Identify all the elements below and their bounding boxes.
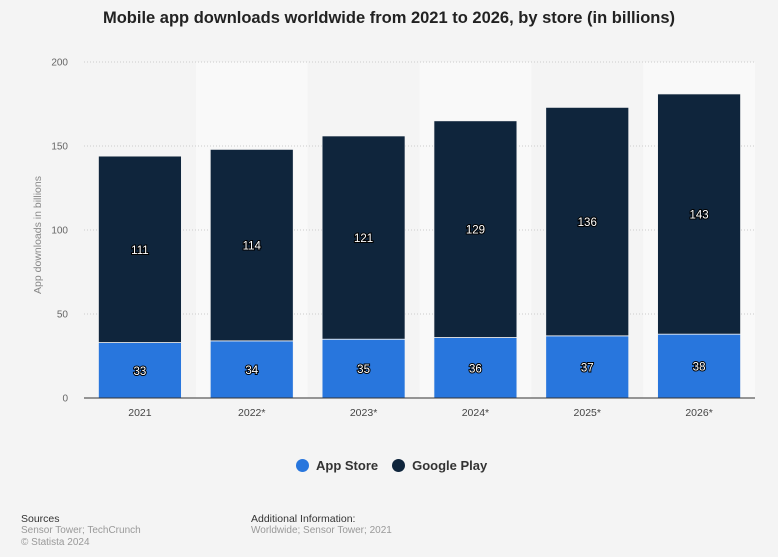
data-label: 38 xyxy=(693,362,706,374)
bar-segment xyxy=(98,342,182,399)
sources-heading: Sources xyxy=(21,513,60,525)
bar-segment xyxy=(433,120,518,338)
x-tick-label: 2021 xyxy=(128,407,152,419)
bar-segment xyxy=(657,93,741,335)
x-tick-label: 2022* xyxy=(238,407,265,419)
bar-segment xyxy=(209,148,294,342)
y-tick-label: 150 xyxy=(51,142,68,153)
x-tick-label: 2026* xyxy=(685,407,712,419)
x-tick-label: 2024* xyxy=(462,407,489,419)
data-label: 121 xyxy=(354,233,373,245)
legend: App Store Google Play xyxy=(296,458,487,473)
bar-segment xyxy=(657,333,741,399)
data-label: 35 xyxy=(357,364,370,376)
copyright[interactable]: © Statista 2024 xyxy=(21,537,90,548)
chart-title: Mobile app downloads worldwide from 2021… xyxy=(102,9,676,27)
y-tick-label: 200 xyxy=(51,58,68,69)
additional-info-block: Additional Information: Worldwide; Senso… xyxy=(251,513,392,537)
legend-label: App Store xyxy=(316,458,379,473)
bar-segment xyxy=(545,106,630,337)
data-label: 33 xyxy=(134,366,147,378)
legend-item-app-store[interactable]: App Store xyxy=(296,458,378,473)
x-tick-label: 2023* xyxy=(350,407,377,419)
bar-segment xyxy=(321,135,406,340)
data-label: 114 xyxy=(243,241,262,253)
sources-text[interactable]: Sensor Tower; TechCrunch xyxy=(21,525,141,536)
y-tick-label: 50 xyxy=(57,310,69,321)
bar-segment xyxy=(98,155,182,343)
legend-marker-icon xyxy=(392,459,406,472)
data-label: 143 xyxy=(689,210,708,222)
data-label: 129 xyxy=(466,225,485,237)
y-tick-label: 0 xyxy=(62,394,68,405)
data-label: 36 xyxy=(469,363,482,375)
bar-segment xyxy=(433,337,518,399)
x-tick-label: 2025* xyxy=(574,407,601,419)
additional-info-text: Worldwide; Sensor Tower; 2021 xyxy=(251,525,392,536)
data-label: 34 xyxy=(245,365,258,377)
bar-chart: 0 50 100 150 200 App downloads in billions 33 1… xyxy=(32,58,755,419)
legend-marker-icon xyxy=(296,459,309,472)
y-tick-label: 100 xyxy=(51,226,68,237)
y-axis-title: App downloads in billions xyxy=(32,176,44,294)
sources-block: Sources Sensor Tower; TechCrunch © Stati… xyxy=(21,513,141,549)
data-label: 136 xyxy=(578,217,597,229)
data-label: 37 xyxy=(581,362,594,374)
legend-item-google-play[interactable]: Google Play xyxy=(392,458,487,473)
legend-label: Google Play xyxy=(412,458,488,473)
additional-info-heading: Additional Information: xyxy=(251,513,356,525)
data-label: 111 xyxy=(131,245,148,257)
